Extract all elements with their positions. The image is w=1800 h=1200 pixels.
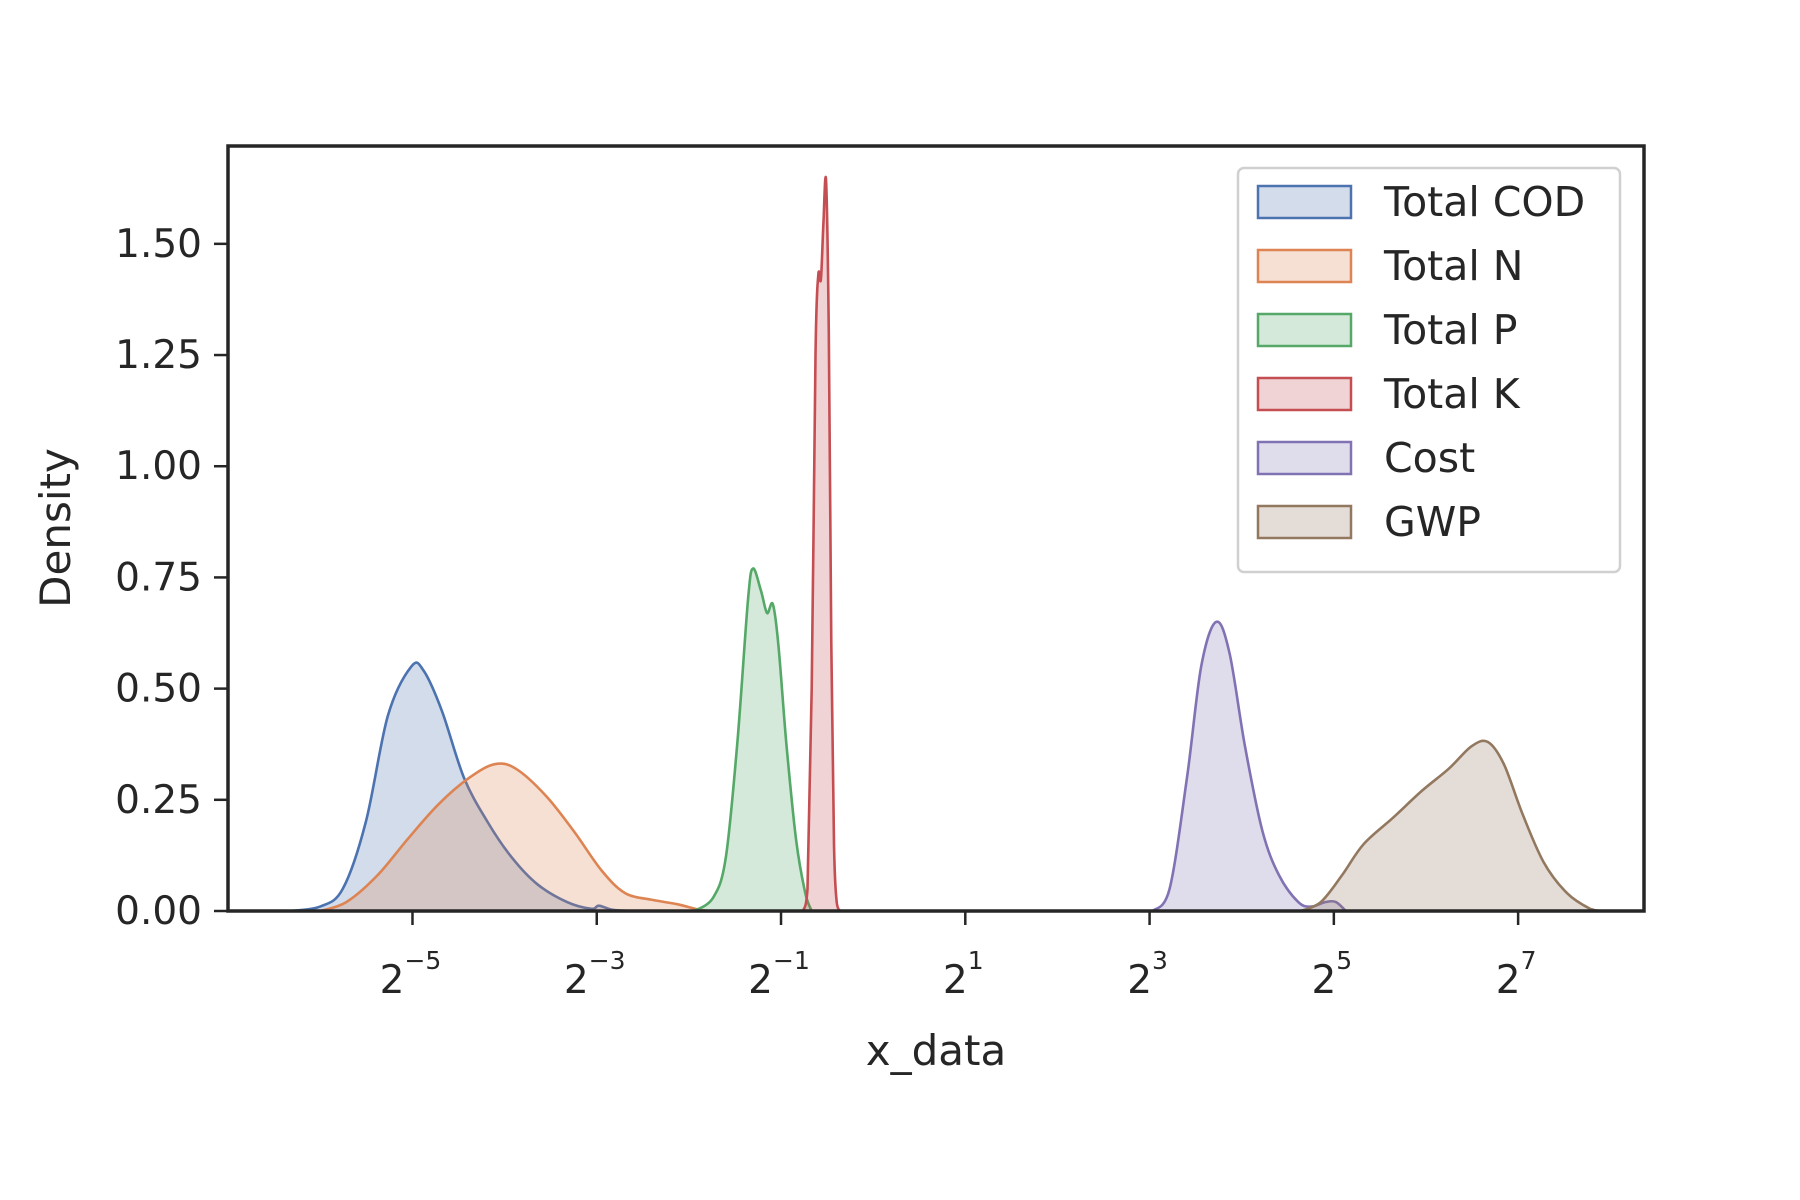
density-line-total-k [801, 175, 842, 912]
legend-swatch-total-cod [1256, 184, 1353, 220]
density-line-total-cod [289, 661, 630, 913]
density-area-total-p [694, 568, 812, 911]
x-tick-label: 27 [1496, 946, 1537, 1003]
legend-label-gwp: GWP [1384, 498, 1481, 546]
y-tick-label: 1.00 [115, 444, 202, 489]
density-line-cost [1151, 620, 1347, 912]
legend-label-cost: Cost [1384, 434, 1475, 482]
y-tick-label: 1.50 [115, 222, 202, 267]
density-series-layer [289, 175, 1602, 913]
y-tick-label: 0.25 [115, 778, 202, 823]
legend-swatch-gwp [1256, 504, 1353, 540]
density-area-total-n [320, 763, 714, 911]
y-axis-ticks: 0.00 0.25 0.50 0.75 1.00 1.25 1.50 [115, 222, 228, 934]
plot-frame [226, 144, 1646, 913]
density-area-gwp [1301, 740, 1602, 911]
x-axis-ticks: 2−5 2−3 2−1 21 23 25 27 [380, 911, 1537, 1003]
y-tick-label: 1.25 [115, 333, 202, 378]
legend-label-total-p: Total P [1383, 306, 1518, 354]
x-tick-label: 2−5 [380, 946, 442, 1003]
legend-swatch-total-p [1256, 312, 1353, 348]
legend-frame [1236, 166, 1622, 574]
x-tick-label: 2−3 [564, 946, 626, 1003]
y-axis-label: Density [31, 448, 80, 608]
x-axis-label: x_data [866, 1026, 1006, 1075]
legend-label-total-cod: Total COD [1383, 178, 1585, 226]
legend-swatch-cost [1256, 440, 1353, 476]
density-area-total-k [803, 176, 841, 911]
y-tick-label: 0.75 [115, 555, 202, 600]
density-line-gwp [1300, 739, 1602, 913]
x-tick-label: 2−1 [748, 946, 810, 1003]
density-area-cost [1152, 621, 1346, 911]
legend-swatch-total-k [1256, 376, 1353, 412]
legend: Total COD Total N Total P Total K Cost GWP [1236, 166, 1622, 574]
legend-label-total-n: Total N [1383, 242, 1523, 290]
density-line-total-n [319, 762, 714, 913]
density-line-total-p [693, 567, 813, 913]
x-tick-label: 23 [1127, 946, 1168, 1003]
y-tick-label: 0.00 [115, 889, 202, 934]
x-tick-label: 21 [943, 946, 984, 1003]
legend-swatch-total-n [1256, 248, 1353, 284]
legend-label-total-k: Total K [1383, 370, 1521, 418]
y-tick-label: 0.50 [115, 667, 202, 712]
x-tick-label: 25 [1311, 946, 1352, 1003]
